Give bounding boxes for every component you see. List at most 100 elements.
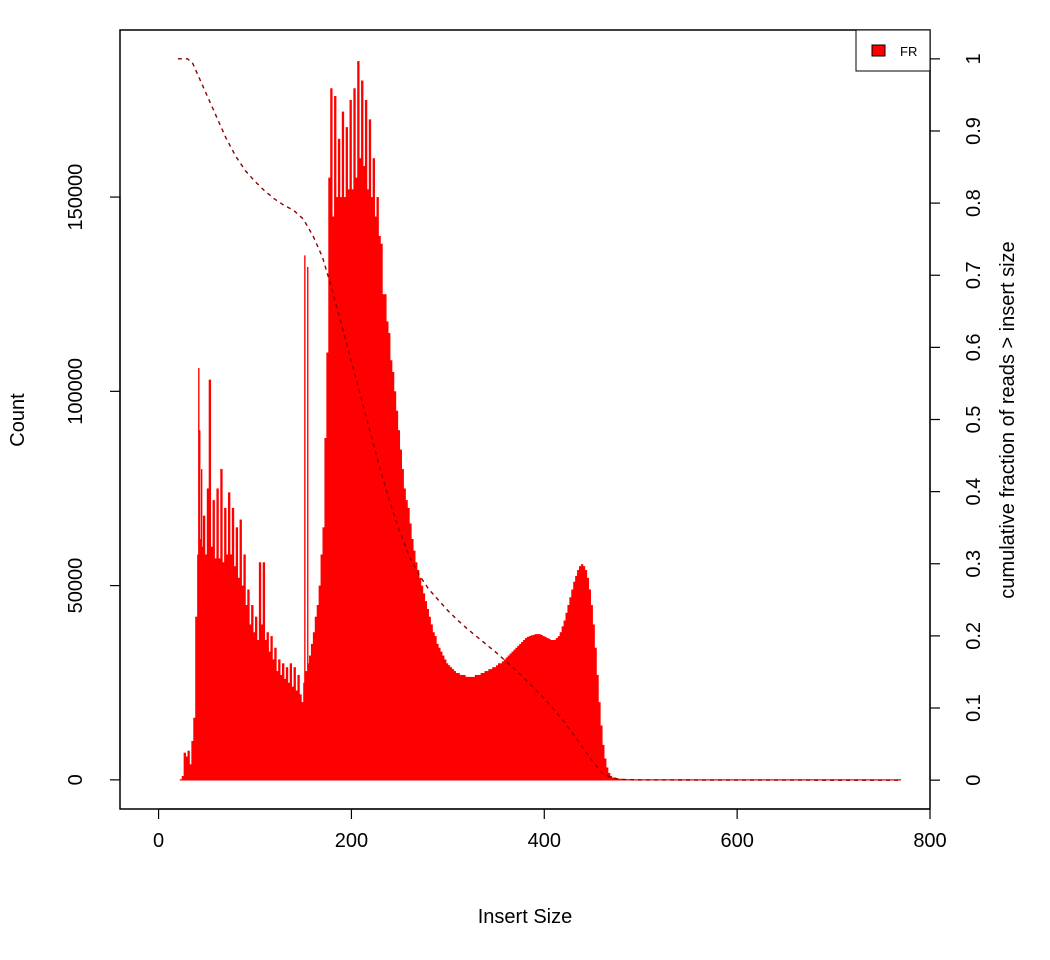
histogram-bar [573,581,576,780]
histogram-bar [330,88,333,780]
histogram-bar [449,667,453,780]
histogram-bar [555,638,559,780]
histogram-bar [405,500,408,780]
histogram-bar [363,165,366,780]
histogram-bar [339,197,343,780]
histogram-bar [582,566,586,780]
histogram-bar [467,676,470,780]
legend-label: FR [900,44,917,59]
histogram-bar [332,216,335,780]
histogram-bar [222,562,225,780]
histogram-bar [598,702,601,780]
histogram-bar [204,554,208,780]
histogram-bar [440,651,443,780]
histogram-bar [185,756,188,780]
y2-axis-title: cumulative fraction of reads > insert si… [997,241,1019,598]
histogram-bar [469,676,472,780]
histogram-bar [474,674,478,780]
histogram-bar [424,601,428,780]
histogram-bar [276,671,279,780]
histogram-bar [187,750,190,780]
y2-tick-label: 0.7 [963,261,985,289]
histogram-bar [395,410,399,780]
histogram-bar [513,649,516,780]
histogram-bar [201,469,203,780]
histogram-bar [472,676,476,780]
histogram-bar [579,566,582,780]
histogram-bar [393,391,397,780]
y-tick-label: 50000 [65,558,87,614]
y2-tick-label: 0.4 [963,478,985,506]
histogram-bar [312,632,316,780]
histogram-bar [320,554,323,780]
histogram-bar [596,674,599,780]
histogram-bar [239,519,242,780]
histogram-bar [264,639,267,780]
histogram-bar [523,639,526,780]
histogram-bar [476,674,480,780]
histogram-bar [486,671,489,780]
histogram-bar [505,657,509,780]
x-tick-label: 800 [913,830,946,852]
histogram-bar [322,527,325,780]
histogram-bar [337,138,341,780]
histogram-bar [208,379,212,780]
histogram-bar [602,744,605,780]
histogram-bar [611,777,617,780]
histogram-bar [457,673,460,780]
histogram-bar [434,636,437,780]
histogram-bar [559,632,563,780]
histogram-bar [285,667,289,780]
histogram-bar [299,694,302,780]
histogram-bar [515,647,518,780]
histogram-bar [233,566,237,780]
histogram-bar [386,321,389,780]
x-tick-label: 200 [335,830,368,852]
histogram-bar [347,189,350,780]
histogram-bar [349,99,352,780]
histogram-bar [557,636,561,780]
histogram-bar [501,661,505,780]
histogram-bar [417,570,420,780]
histogram-bar [307,267,309,780]
histogram-bar [521,641,524,780]
histogram-bar [283,678,287,780]
histogram-bar [532,634,536,780]
x-tick-label: 0 [153,830,164,852]
histogram-bar [428,616,431,780]
histogram-bar [251,605,254,780]
histogram-bar [490,669,493,780]
histogram-bar [202,515,206,780]
histogram-bar [210,546,213,780]
histogram-bar [304,255,306,780]
histogram-bar [255,616,258,780]
histogram-bar [436,643,439,780]
histogram-bar [451,669,455,780]
histogram-bar [201,546,204,780]
histogram-bar [293,667,296,780]
histogram-bar [544,636,547,780]
histogram-bar [195,616,198,780]
histogram-bar [297,674,300,780]
histogram-bar [308,663,310,780]
histogram-bar [351,189,354,780]
histogram-bar [447,665,451,780]
histogram-bar [316,605,320,780]
histogram-bar [517,645,520,780]
histogram-bar [561,626,564,780]
histogram-bar [571,589,574,780]
histogram-bar [266,632,269,780]
histogram-bar [372,158,375,780]
histogram-bar [278,659,281,780]
histogram-bar [228,492,231,780]
histogram-bar [326,352,329,780]
histogram-bar [270,636,273,780]
histogram-bar [206,488,210,780]
histogram-bar [609,775,613,780]
y-axis-title: Count [7,393,29,447]
histogram-bar [594,647,597,780]
histogram-bar [380,243,383,780]
histogram-bar [274,647,277,780]
histogram-bar [243,554,246,780]
